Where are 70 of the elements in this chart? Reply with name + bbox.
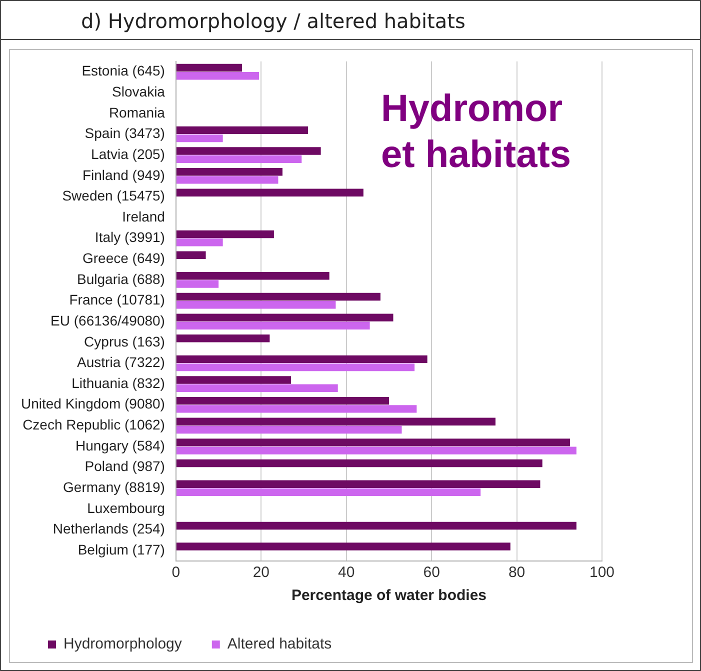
- bar: [176, 314, 394, 322]
- bar: [176, 426, 402, 434]
- y-tick-label: Romania: [108, 104, 166, 120]
- y-tick-label: Germany (8819): [63, 479, 165, 495]
- x-tick-label: 0: [172, 564, 180, 582]
- y-tick-label: Slovakia: [112, 83, 166, 100]
- legend-label: Altered habitats: [227, 636, 332, 653]
- y-tick-label: Austria (7322): [77, 354, 165, 370]
- bar: [176, 251, 206, 259]
- bar: [176, 522, 576, 530]
- bar: [176, 292, 380, 301]
- y-tick-label: Netherlands (254): [52, 520, 165, 537]
- y-tick-label: Latvia (205): [91, 146, 165, 162]
- bar: [176, 446, 576, 454]
- bar: [176, 126, 308, 134]
- y-tick-label: Belgium (177): [78, 541, 165, 558]
- y-tick-label: Sweden (15475): [62, 188, 165, 204]
- bar: [176, 488, 481, 496]
- x-tick-label: 40: [338, 564, 355, 582]
- bar: [176, 396, 389, 405]
- bar: [176, 438, 570, 446]
- bar: [176, 238, 223, 246]
- y-tick-label: Hungary (584): [75, 437, 165, 454]
- bar: [176, 355, 428, 364]
- y-tick-label: Estonia (645): [82, 62, 165, 79]
- chart-title: d) Hydromorphology / altered habitats: [1, 1, 700, 40]
- y-tick-label: Italy (3991): [94, 229, 165, 246]
- bar: [176, 376, 291, 384]
- bar: [176, 363, 415, 372]
- bar: [176, 418, 496, 426]
- x-tick-label: 100: [589, 564, 615, 582]
- bar: [176, 280, 219, 288]
- bar: [176, 272, 330, 280]
- bar: [176, 188, 364, 197]
- bar: [176, 384, 338, 392]
- y-tick-label: Bulgaria (688): [77, 270, 165, 287]
- bar: [176, 72, 260, 80]
- y-tick-label: Cyprus (163): [84, 333, 165, 350]
- bar: [176, 405, 417, 413]
- y-tick-label: Czech Republic (1062): [22, 416, 165, 433]
- bar: [176, 334, 270, 342]
- bar: [176, 459, 542, 468]
- bar: [176, 147, 321, 155]
- bar: [176, 542, 510, 550]
- bar: [176, 155, 302, 163]
- x-tick-label: 20: [252, 564, 270, 582]
- bar: [176, 176, 278, 184]
- annotation: et habitats: [380, 134, 572, 176]
- bar: [176, 168, 282, 176]
- bar: [176, 300, 336, 309]
- x-tick-label: 80: [508, 564, 526, 582]
- x-tick-label: 60: [423, 564, 440, 582]
- y-tick-label: United Kingdom (9080): [20, 396, 165, 412]
- y-tick-label: Ireland: [122, 208, 165, 224]
- bar: [176, 322, 370, 330]
- annotation: Hydromor: [380, 88, 563, 130]
- y-tick-label: Lithuania (832): [72, 374, 165, 391]
- y-tick-label: Greece (649): [82, 250, 165, 266]
- y-tick-label: France (10781): [69, 292, 165, 308]
- x-axis-title: Percentage of water bodies: [291, 587, 487, 604]
- y-tick-label: Luxembourg: [87, 500, 165, 516]
- bar: [176, 230, 274, 238]
- legend-label: Hydromorphology: [64, 636, 182, 653]
- y-tick-label: Finland (949): [82, 166, 165, 183]
- y-tick-label: EU (66136/49080): [50, 312, 165, 328]
- bar: [176, 134, 223, 142]
- y-tick-label: Spain (3473): [84, 125, 165, 142]
- y-tick-label: Poland (987): [84, 458, 165, 474]
- bar: [176, 480, 540, 488]
- bar: [176, 64, 242, 72]
